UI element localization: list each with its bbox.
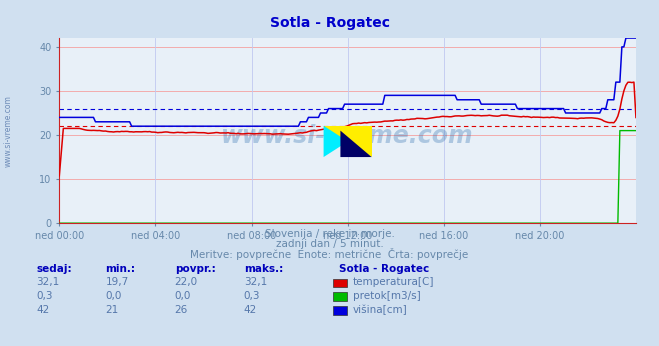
- Text: Sotla - Rogatec: Sotla - Rogatec: [339, 264, 430, 274]
- Text: 42: 42: [36, 305, 49, 315]
- Text: pretok[m3/s]: pretok[m3/s]: [353, 291, 420, 301]
- Text: 21: 21: [105, 305, 119, 315]
- Text: Sotla - Rogatec: Sotla - Rogatec: [270, 16, 389, 29]
- Text: sedaj:: sedaj:: [36, 264, 72, 274]
- Text: www.si-vreme.com: www.si-vreme.com: [4, 95, 13, 167]
- Text: Meritve: povprečne  Enote: metrične  Črta: povprečje: Meritve: povprečne Enote: metrične Črta:…: [190, 248, 469, 260]
- Text: povpr.:: povpr.:: [175, 264, 215, 274]
- Text: Slovenija / reke in morje.: Slovenija / reke in morje.: [264, 229, 395, 239]
- Polygon shape: [341, 131, 372, 157]
- Text: 22,0: 22,0: [175, 277, 198, 288]
- Text: 0,3: 0,3: [36, 291, 53, 301]
- Text: 0,0: 0,0: [175, 291, 191, 301]
- Text: 32,1: 32,1: [36, 277, 59, 288]
- Text: 19,7: 19,7: [105, 277, 129, 288]
- Text: maks.:: maks.:: [244, 264, 283, 274]
- Text: 32,1: 32,1: [244, 277, 267, 288]
- Text: min.:: min.:: [105, 264, 136, 274]
- Text: višina[cm]: višina[cm]: [353, 305, 407, 315]
- Text: 0,0: 0,0: [105, 291, 122, 301]
- Text: 26: 26: [175, 305, 188, 315]
- Text: temperatura[C]: temperatura[C]: [353, 277, 434, 288]
- Text: 42: 42: [244, 305, 257, 315]
- Text: 0,3: 0,3: [244, 291, 260, 301]
- Text: zadnji dan / 5 minut.: zadnji dan / 5 minut.: [275, 239, 384, 249]
- Polygon shape: [324, 126, 372, 157]
- Text: www.si-vreme.com: www.si-vreme.com: [221, 124, 474, 148]
- Polygon shape: [324, 126, 372, 157]
